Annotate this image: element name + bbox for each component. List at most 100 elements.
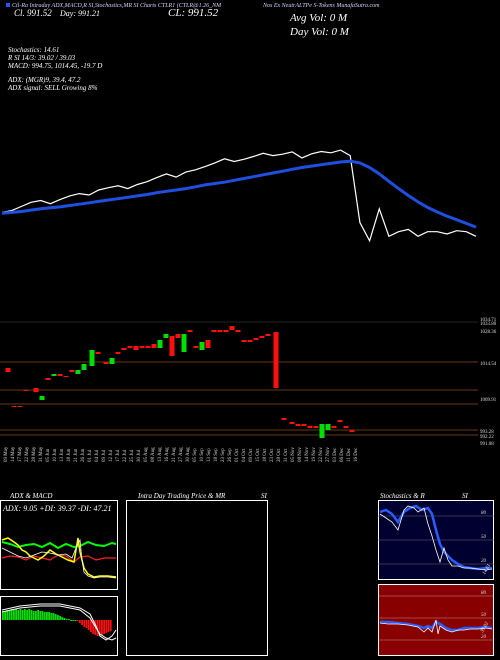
- candle: [127, 346, 133, 348]
- rsi-value: R SI 14/3: 39.02 / 39.03: [8, 54, 76, 62]
- macd-bar: [103, 620, 105, 634]
- macd-bar: [46, 612, 48, 620]
- price-level-label: 1014.54: [480, 362, 497, 367]
- candle: [181, 334, 187, 352]
- candle: [253, 338, 259, 340]
- candle: [23, 390, 29, 391]
- intraday-panel-title: Intra Day Trading Price & MR: [138, 492, 226, 500]
- candle: [211, 330, 217, 332]
- date-label: 30 Jul: [137, 449, 142, 462]
- macd-bar: [13, 610, 15, 620]
- candle: [175, 334, 181, 338]
- date-label: 09 Jul: [102, 449, 107, 462]
- price-level-label: 1034.71: [480, 318, 497, 323]
- adx-value: ADX: 9.05 +DI: 39.37 -DI: 47.21: [2, 504, 112, 513]
- candle: [331, 426, 337, 428]
- candle: [235, 330, 241, 332]
- candle: [349, 430, 355, 432]
- price-line-chart: [1, 149, 477, 243]
- date-label: 11 Dec: [347, 447, 352, 462]
- day-volume: Day Vol: 0 M: [290, 26, 349, 38]
- date-label: 05 Jun: [46, 448, 51, 462]
- macd-bar: [30, 610, 33, 620]
- date-label: 16 Aug: [165, 447, 170, 462]
- macd-bar: [76, 620, 79, 621]
- date-label: 08 Aug: [151, 447, 156, 462]
- macd-bar: [35, 611, 37, 620]
- candle: [33, 388, 39, 392]
- price-right: CL: 991.52: [168, 7, 219, 19]
- candle: [151, 344, 157, 348]
- candle: [57, 374, 63, 376]
- macd-bar: [98, 620, 101, 636]
- macd-bar: [26, 610, 28, 620]
- candle: [145, 346, 151, 348]
- date-label: 18 Oct: [263, 448, 268, 462]
- candle: [205, 340, 211, 348]
- rsi-panel: 80 50 20 39.02: [378, 584, 494, 656]
- stoch-k-line: [379, 505, 493, 571]
- macd-bar: [15, 609, 17, 620]
- macd-bar: [65, 619, 68, 620]
- stoch-panel-title: Stochastics & R: [380, 492, 425, 500]
- date-label: 23 Oct: [270, 448, 275, 462]
- candle: [241, 340, 247, 342]
- macd-bar: [101, 620, 103, 635]
- date-label: 05 Aug: [144, 447, 149, 462]
- macd-bar: [21, 610, 24, 620]
- adx-value: ADX: (MGR)9, 39.4, 47.2: [8, 76, 81, 84]
- macd-bar: [10, 609, 13, 620]
- header-line1: Ctl-Ra Intraday ADX,MACD,R SI,Stochastic…: [12, 3, 222, 9]
- candle: [139, 346, 145, 348]
- price-level-label: 1028.36: [480, 330, 497, 335]
- price-level-labels: 1034.71 1033.80 1028.36 1014.54 1009.91 993.2…: [478, 318, 500, 448]
- date-label: 06 Dec: [340, 447, 345, 462]
- macd-bar: [107, 620, 110, 632]
- candle: [51, 374, 57, 376]
- date-label: 12 Jul: [109, 449, 114, 462]
- date-label: 14 May: [11, 446, 16, 462]
- adx-white-line: [1, 538, 117, 579]
- macd-line: [1, 603, 117, 641]
- macd-bar: [61, 617, 64, 620]
- candle: [289, 422, 295, 424]
- legend-square-icon: [6, 3, 10, 7]
- candle: [337, 420, 343, 422]
- date-label: 01 Oct: [235, 448, 240, 462]
- macd-bar: [83, 620, 86, 627]
- candle: [265, 334, 271, 336]
- candle: [115, 352, 121, 354]
- date-label: 01 Jul: [88, 449, 93, 462]
- macd-bar: [28, 609, 31, 620]
- date-label: 14 Nov: [305, 447, 310, 462]
- date-label: 22 May: [25, 446, 30, 462]
- header-line1b: Nos Ex NeutrALTPe S-Tokens MunafaSutra.c…: [263, 3, 380, 9]
- candle: [187, 330, 193, 332]
- candle: [199, 342, 205, 350]
- price-level-label: 993.28: [480, 430, 494, 435]
- macd-bar: [85, 620, 88, 628]
- date-label: 28 May: [32, 446, 37, 462]
- date-label: 26 Sep: [228, 448, 233, 462]
- candle: [259, 336, 265, 338]
- date-label: 04 Oct: [242, 448, 247, 462]
- candle: [89, 350, 95, 366]
- macd-bar: [37, 610, 39, 620]
- macd-bar: [19, 609, 22, 620]
- stoch-level-20: 20: [481, 559, 487, 564]
- candle: [121, 348, 127, 350]
- candle: [63, 376, 69, 377]
- date-label: 27 Nov: [326, 447, 331, 462]
- macd-bar: [87, 620, 90, 630]
- indicator-info: Stochastics: 14.61 R SI 14/3: 39.02 / 39…: [8, 46, 102, 92]
- date-label: 22 Jul: [123, 449, 128, 462]
- date-label: 03 Dec: [333, 447, 338, 462]
- price-level-label: 992.22: [480, 435, 494, 440]
- rsi-level-20: 20: [481, 635, 487, 640]
- stochastics-value: Stochastics: 14.61: [8, 46, 60, 54]
- candle: [313, 426, 319, 428]
- date-label: 17 Jul: [116, 449, 121, 462]
- avg-volume: Avg Vol: 0 M: [290, 12, 348, 24]
- chart-header: Ctl-Ra Intraday ADX,MACD,R SI,Stochastic…: [6, 3, 221, 9]
- intraday-panel-si: SI: [261, 492, 267, 500]
